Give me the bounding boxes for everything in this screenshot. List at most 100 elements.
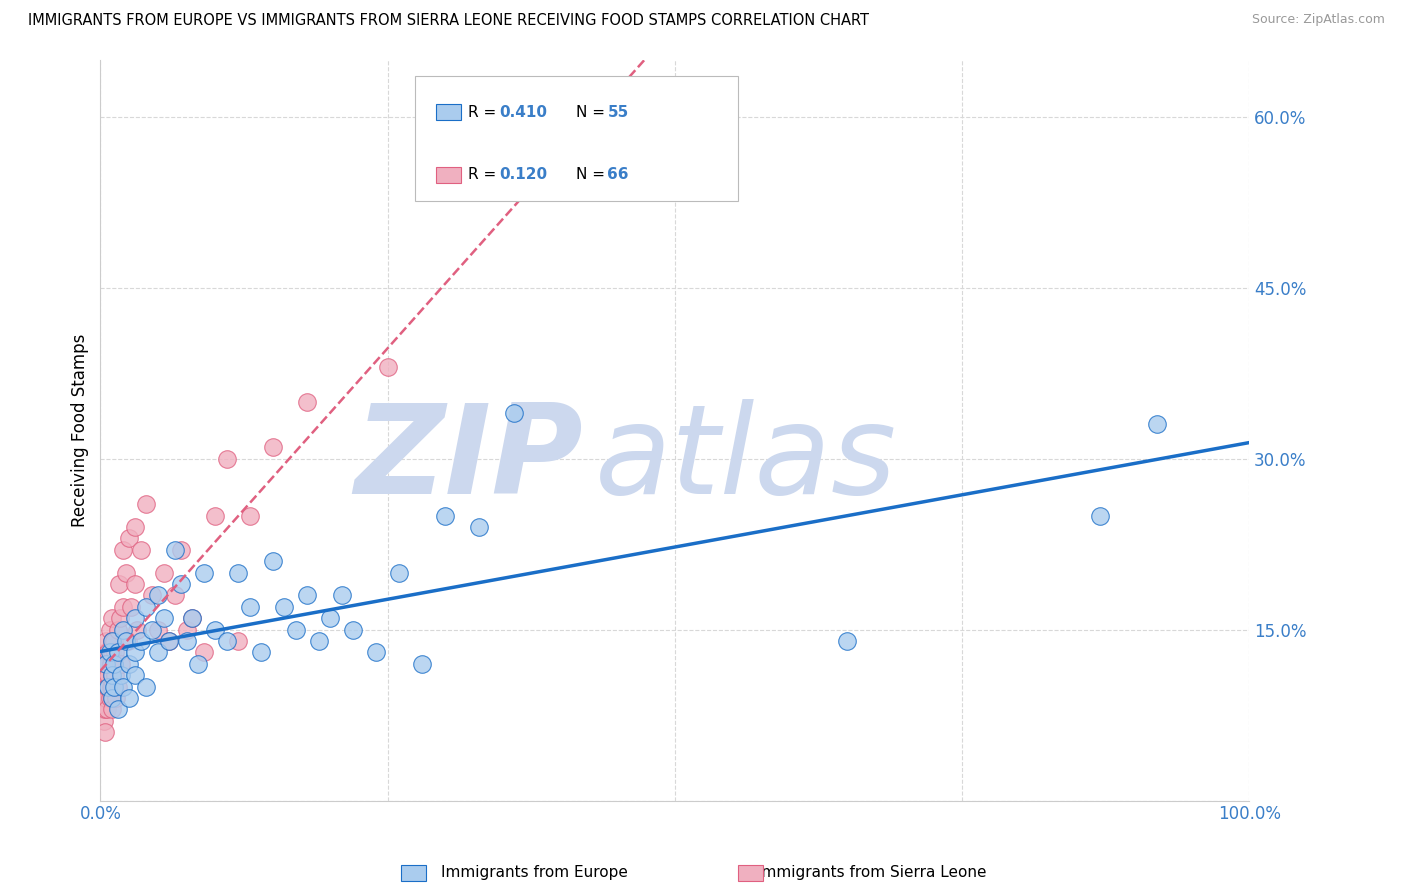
Point — [110, 668, 132, 682]
Point — [193, 645, 215, 659]
Point — [120, 599, 142, 614]
Text: ZIP: ZIP — [354, 400, 583, 520]
Point — [273, 599, 295, 614]
Point — [295, 394, 318, 409]
Point — [204, 623, 226, 637]
Point — [152, 611, 174, 625]
Point — [98, 645, 121, 659]
Point — [124, 645, 146, 659]
Text: 0.410: 0.410 — [499, 105, 547, 120]
Point — [93, 668, 115, 682]
Point — [146, 623, 169, 637]
Point — [103, 680, 125, 694]
Point — [93, 691, 115, 706]
Point — [103, 634, 125, 648]
Point — [107, 623, 129, 637]
Point — [181, 611, 204, 625]
Point — [377, 360, 399, 375]
Point — [1088, 508, 1111, 523]
Text: Immigrants from Sierra Leone: Immigrants from Sierra Leone — [756, 865, 987, 880]
Point — [112, 542, 135, 557]
Point — [101, 668, 124, 682]
Point — [127, 623, 149, 637]
Point — [107, 680, 129, 694]
Point — [100, 657, 122, 671]
Point — [96, 680, 118, 694]
Point — [94, 657, 117, 671]
Point — [837, 634, 859, 648]
Point — [284, 623, 307, 637]
Point — [176, 634, 198, 648]
Point — [135, 680, 157, 694]
Point — [163, 542, 186, 557]
Point — [152, 566, 174, 580]
Point — [135, 599, 157, 614]
Point — [91, 702, 114, 716]
Text: Source: ZipAtlas.com: Source: ZipAtlas.com — [1251, 13, 1385, 27]
Point — [146, 589, 169, 603]
Point — [107, 702, 129, 716]
Point — [96, 702, 118, 716]
Point — [135, 497, 157, 511]
Point — [388, 566, 411, 580]
Point — [163, 589, 186, 603]
Point — [114, 566, 136, 580]
Point — [105, 691, 128, 706]
Point — [117, 634, 139, 648]
Point — [104, 645, 127, 659]
Point — [118, 691, 141, 706]
Point — [110, 657, 132, 671]
Point — [94, 668, 117, 682]
Point — [250, 645, 273, 659]
Point — [107, 577, 129, 591]
Point — [118, 532, 141, 546]
Point — [101, 702, 124, 716]
Point — [124, 668, 146, 682]
Point — [97, 645, 120, 659]
Text: R =: R = — [468, 105, 502, 120]
Point — [157, 634, 180, 648]
Point — [364, 645, 387, 659]
Point — [146, 645, 169, 659]
Point — [226, 566, 249, 580]
Point — [94, 691, 117, 706]
Point — [101, 691, 124, 706]
Text: IMMIGRANTS FROM EUROPE VS IMMIGRANTS FROM SIERRA LEONE RECEIVING FOOD STAMPS COR: IMMIGRANTS FROM EUROPE VS IMMIGRANTS FRO… — [28, 13, 869, 29]
Point — [141, 589, 163, 603]
Point — [101, 645, 124, 659]
Point — [503, 406, 526, 420]
Point — [226, 634, 249, 648]
Point — [94, 702, 117, 716]
Point — [112, 623, 135, 637]
Point — [308, 634, 330, 648]
Point — [239, 508, 262, 523]
Point — [98, 691, 121, 706]
Point — [170, 577, 193, 591]
Point — [98, 623, 121, 637]
Point — [239, 599, 262, 614]
Point — [94, 645, 117, 659]
Text: 66: 66 — [607, 168, 628, 182]
Point — [104, 668, 127, 682]
Point — [103, 657, 125, 671]
Point — [181, 611, 204, 625]
Point — [107, 645, 129, 659]
Point — [94, 634, 117, 648]
Point — [204, 508, 226, 523]
Point — [129, 634, 152, 648]
Point — [124, 520, 146, 534]
Point — [108, 611, 131, 625]
Point — [411, 657, 433, 671]
Point — [129, 542, 152, 557]
Point — [330, 589, 353, 603]
Text: N =: N = — [576, 105, 610, 120]
Point — [319, 611, 342, 625]
Text: Immigrants from Europe: Immigrants from Europe — [441, 865, 627, 880]
Point — [468, 520, 491, 534]
Point — [100, 680, 122, 694]
Point — [342, 623, 364, 637]
Point — [94, 725, 117, 739]
Text: atlas: atlas — [595, 400, 897, 520]
Point — [103, 657, 125, 671]
Point — [141, 623, 163, 637]
